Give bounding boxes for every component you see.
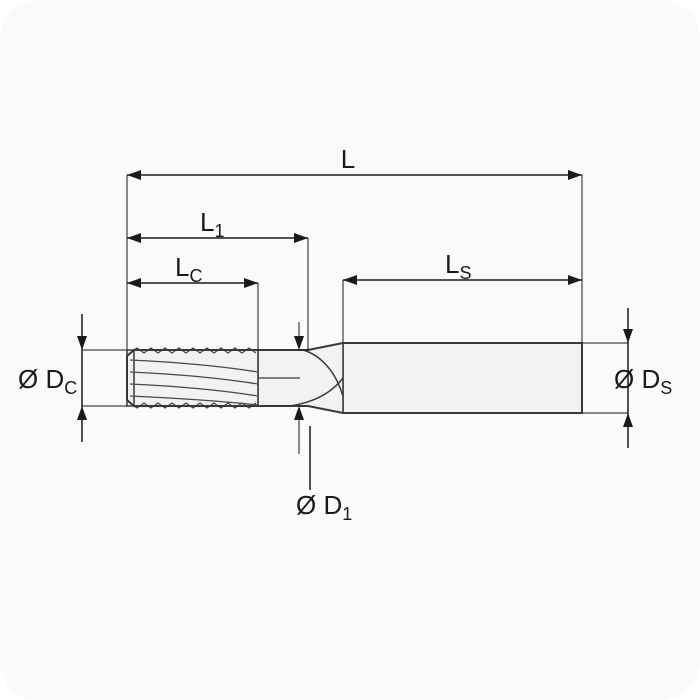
label-Ds: Ø D — [614, 364, 660, 394]
label-Dc: Ø D — [18, 364, 64, 394]
label-L1-sub: 1 — [214, 221, 224, 241]
label-Ds-sub: S — [660, 378, 672, 398]
thread-section — [127, 350, 258, 406]
tip-chamfer — [127, 350, 134, 406]
label-Ls-sub: S — [459, 263, 471, 283]
label-Lc-sub: C — [189, 266, 202, 286]
shank — [343, 343, 582, 413]
label-L1: L — [200, 207, 214, 237]
label-Lc: L — [175, 252, 189, 282]
label-Dc-sub: C — [64, 378, 77, 398]
label-L: L — [341, 144, 355, 174]
label-D1: Ø D — [296, 490, 342, 520]
label-Ls: L — [445, 249, 459, 279]
label-D1-sub: 1 — [342, 504, 352, 524]
